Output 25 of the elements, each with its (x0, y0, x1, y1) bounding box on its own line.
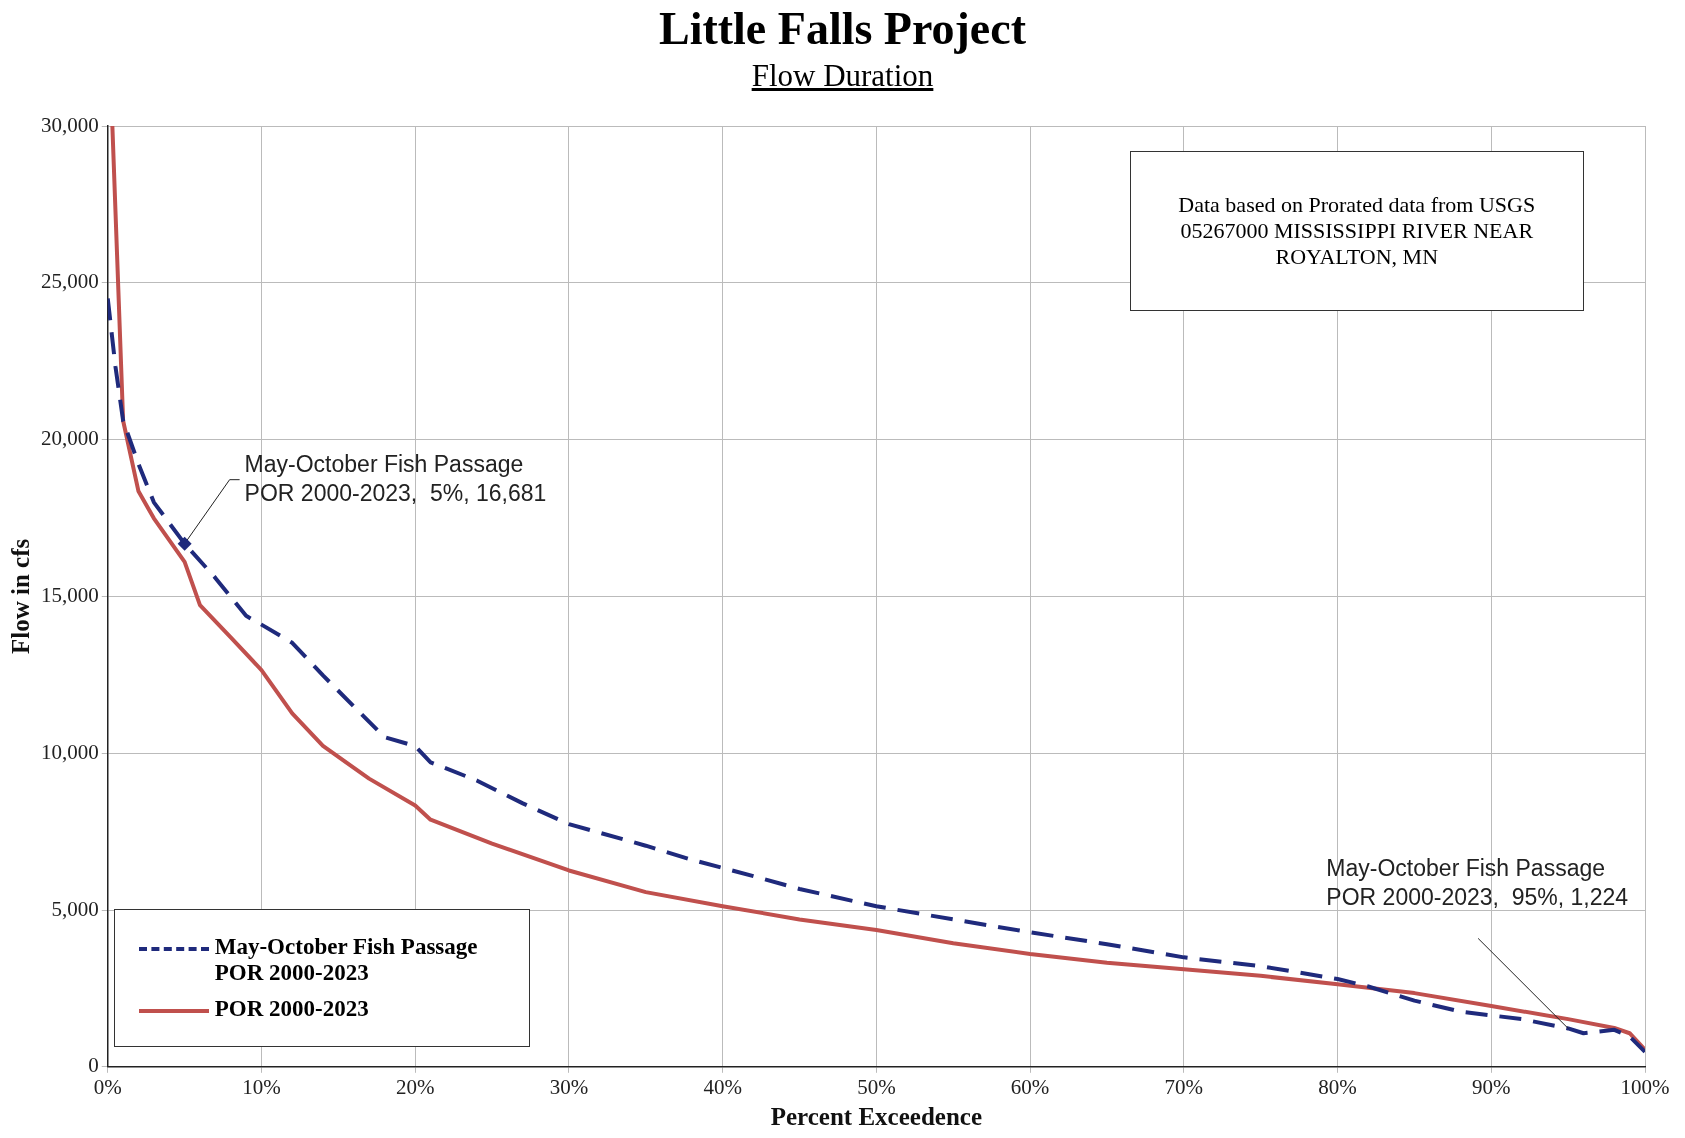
legend-label: May-October Fish Passage POR 2000-2023 (214, 933, 479, 986)
y-tick-label: 20,000 (41, 426, 99, 451)
x-tick-label: 30% (549, 1074, 589, 1099)
y-tick-label: 25,000 (41, 269, 99, 294)
y-axis-title: Flow in cfs (7, 538, 35, 655)
x-tick-label: 40% (703, 1074, 742, 1099)
chart-title: Little Falls Project (658, 2, 1027, 55)
annotation: May-October Fish Passage POR 2000-2023, 5%, 16,681 (244, 450, 547, 506)
y-tick-label: 30,000 (41, 112, 99, 137)
x-tick-label: 80% (1318, 1074, 1357, 1099)
x-tick-label: 50% (857, 1074, 896, 1099)
y-tick-label: 15,000 (41, 582, 99, 607)
y-tick-label: 5,000 (51, 896, 99, 921)
x-tick-label: 70% (1164, 1074, 1204, 1099)
x-axis-title: Percent Exceedence (770, 1103, 982, 1131)
x-tick-label: 90% (1472, 1074, 1511, 1099)
x-tick-label: 60% (1010, 1074, 1050, 1099)
legend-label: POR 2000-2023 (214, 995, 370, 1022)
x-tick-label: 100% (1620, 1074, 1670, 1099)
x-tick-label: 10% (242, 1074, 281, 1099)
y-tick-label: 10,000 (41, 739, 99, 764)
x-tick-label: 20% (395, 1074, 435, 1099)
chart-subtitle: Flow Duration (751, 58, 934, 93)
note-box: Data based on Prorated data from USGS 05267000 MISSISSIPPI RIVER NEAR ROYALTON, MN (1130, 151, 1584, 311)
annotation: May-October Fish Passage POR 2000-2023, 95%, 1,224 (1326, 855, 1629, 911)
